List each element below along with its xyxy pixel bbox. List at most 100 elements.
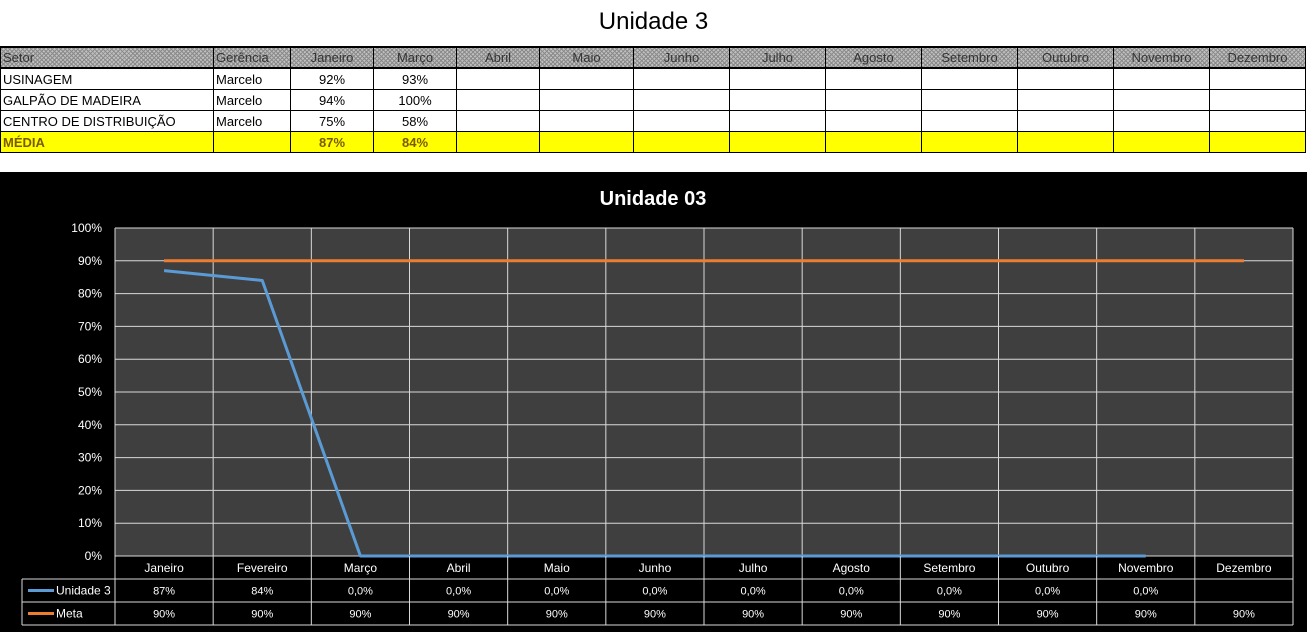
x-tick-label: Julho <box>739 561 768 575</box>
x-tick-label: Agosto <box>833 561 871 575</box>
header-cell[interactable]: Agosto <box>825 46 922 69</box>
header-cell[interactable]: Abril <box>456 46 540 69</box>
chart-panel[interactable]: Unidade 03 0% 10% 20% 30% 40% 50% 60% 70% 80% 90% 1… <box>0 172 1307 632</box>
cell-empty[interactable] <box>825 67 922 90</box>
data-sheet: Setor Gerência Janeiro Março Abril Maio … <box>0 46 1306 153</box>
cell-empty[interactable] <box>213 131 291 153</box>
header-cell[interactable]: Gerência <box>213 46 291 69</box>
table-row: USINAGEM Marcelo 92% 93% <box>0 67 1306 90</box>
header-cell[interactable]: Dezembro <box>1209 46 1306 69</box>
cell-setor[interactable]: USINAGEM <box>0 67 214 90</box>
cell-empty[interactable] <box>456 131 540 153</box>
cell-empty[interactable] <box>825 131 922 153</box>
line-chart: Unidade 03 0% 10% 20% 30% 40% 50% 60% 70% 80% 90% 1… <box>21 188 1294 626</box>
header-cell[interactable]: Novembro <box>1113 46 1210 69</box>
data-label: 0,0% <box>348 586 373 598</box>
cell-empty[interactable] <box>633 110 730 132</box>
x-tick-label: Junho <box>639 561 672 575</box>
data-label: 90% <box>153 609 175 621</box>
header-cell[interactable]: Março <box>373 46 457 69</box>
cell-empty[interactable] <box>633 89 730 111</box>
cell-empty[interactable] <box>921 110 1018 132</box>
cell-empty[interactable] <box>633 131 730 153</box>
average-label[interactable]: MÉDIA <box>0 131 214 153</box>
y-tick-label: 10% <box>78 516 102 530</box>
cell-empty[interactable] <box>1113 131 1210 153</box>
y-tick-label: 30% <box>78 451 102 465</box>
header-cell[interactable]: Julho <box>729 46 826 69</box>
cell-empty[interactable] <box>921 89 1018 111</box>
data-label: 90% <box>251 609 273 621</box>
x-tick-label: Fevereiro <box>237 561 288 575</box>
y-tick-label: 60% <box>78 352 102 366</box>
sheet-title: Unidade 3 <box>598 8 709 35</box>
data-label: 90% <box>546 609 568 621</box>
cell-empty[interactable] <box>539 67 634 90</box>
data-label: 90% <box>840 609 862 621</box>
cell-setor[interactable]: CENTRO DE DISTRIBUIÇÃO <box>0 110 214 132</box>
header-row: Setor Gerência Janeiro Março Abril Maio … <box>0 46 1306 69</box>
cell-empty[interactable] <box>456 110 540 132</box>
cell-empty[interactable] <box>729 110 826 132</box>
x-tick-label: Maio <box>544 561 570 575</box>
data-label: 90% <box>349 609 371 621</box>
cell-empty[interactable] <box>1209 67 1306 90</box>
x-tick-label: Janeiro <box>144 561 184 575</box>
cell-gerencia[interactable]: Marcelo <box>213 89 291 111</box>
cell-empty[interactable] <box>1113 110 1210 132</box>
header-cell[interactable]: Maio <box>539 46 634 69</box>
data-label: 0,0% <box>544 586 569 598</box>
cell-empty[interactable] <box>1209 131 1306 153</box>
average-marco[interactable]: 84% <box>373 131 457 153</box>
data-label: 0,0% <box>1035 586 1060 598</box>
data-label: 0,0% <box>839 586 864 598</box>
cell-empty[interactable] <box>1209 89 1306 111</box>
y-tick-label: 0% <box>85 549 103 563</box>
cell-empty[interactable] <box>456 67 540 90</box>
cell-empty[interactable] <box>825 110 922 132</box>
average-janeiro[interactable]: 87% <box>290 131 374 153</box>
y-tick-label: 70% <box>78 319 102 333</box>
cell-empty[interactable] <box>456 89 540 111</box>
cell-empty[interactable] <box>729 89 826 111</box>
cell-janeiro[interactable]: 94% <box>290 89 374 111</box>
cell-marco[interactable]: 100% <box>373 89 457 111</box>
cell-empty[interactable] <box>1209 110 1306 132</box>
cell-empty[interactable] <box>1017 131 1114 153</box>
cell-empty[interactable] <box>539 131 634 153</box>
cell-empty[interactable] <box>921 131 1018 153</box>
cell-empty[interactable] <box>729 131 826 153</box>
header-cell[interactable]: Setembro <box>921 46 1018 69</box>
cell-gerencia[interactable]: Marcelo <box>213 110 291 132</box>
cell-empty[interactable] <box>1113 89 1210 111</box>
cell-empty[interactable] <box>633 67 730 90</box>
header-cell[interactable]: Outubro <box>1017 46 1114 69</box>
x-tick-label: Abril <box>447 561 471 575</box>
data-label: 87% <box>153 586 175 598</box>
header-cell[interactable]: Setor <box>0 46 214 69</box>
cell-empty[interactable] <box>825 89 922 111</box>
cell-empty[interactable] <box>1113 67 1210 90</box>
cell-empty[interactable] <box>1017 110 1114 132</box>
cell-empty[interactable] <box>729 67 826 90</box>
table-row: CENTRO DE DISTRIBUIÇÃO Marcelo 75% 58% <box>0 110 1306 132</box>
data-label: 0,0% <box>642 586 667 598</box>
cell-gerencia[interactable]: Marcelo <box>213 67 291 90</box>
series-line-unidade-3 <box>163 269 1146 558</box>
cell-janeiro[interactable]: 75% <box>290 110 374 132</box>
table-row: GALPÃO DE MADEIRA Marcelo 94% 100% <box>0 89 1306 111</box>
cell-marco[interactable]: 58% <box>373 110 457 132</box>
cell-empty[interactable] <box>539 110 634 132</box>
header-cell[interactable]: Janeiro <box>290 46 374 69</box>
chart-title: Unidade 03 <box>600 188 707 210</box>
cell-empty[interactable] <box>1017 89 1114 111</box>
cell-empty[interactable] <box>1017 67 1114 90</box>
cell-setor[interactable]: GALPÃO DE MADEIRA <box>0 89 214 111</box>
header-cell[interactable]: Junho <box>633 46 730 69</box>
cell-marco[interactable]: 93% <box>373 67 457 90</box>
cell-empty[interactable] <box>921 67 1018 90</box>
cell-janeiro[interactable]: 92% <box>290 67 374 90</box>
cell-empty[interactable] <box>539 89 634 111</box>
data-label: 90% <box>938 609 960 621</box>
x-tick-label: Outubro <box>1026 561 1070 575</box>
